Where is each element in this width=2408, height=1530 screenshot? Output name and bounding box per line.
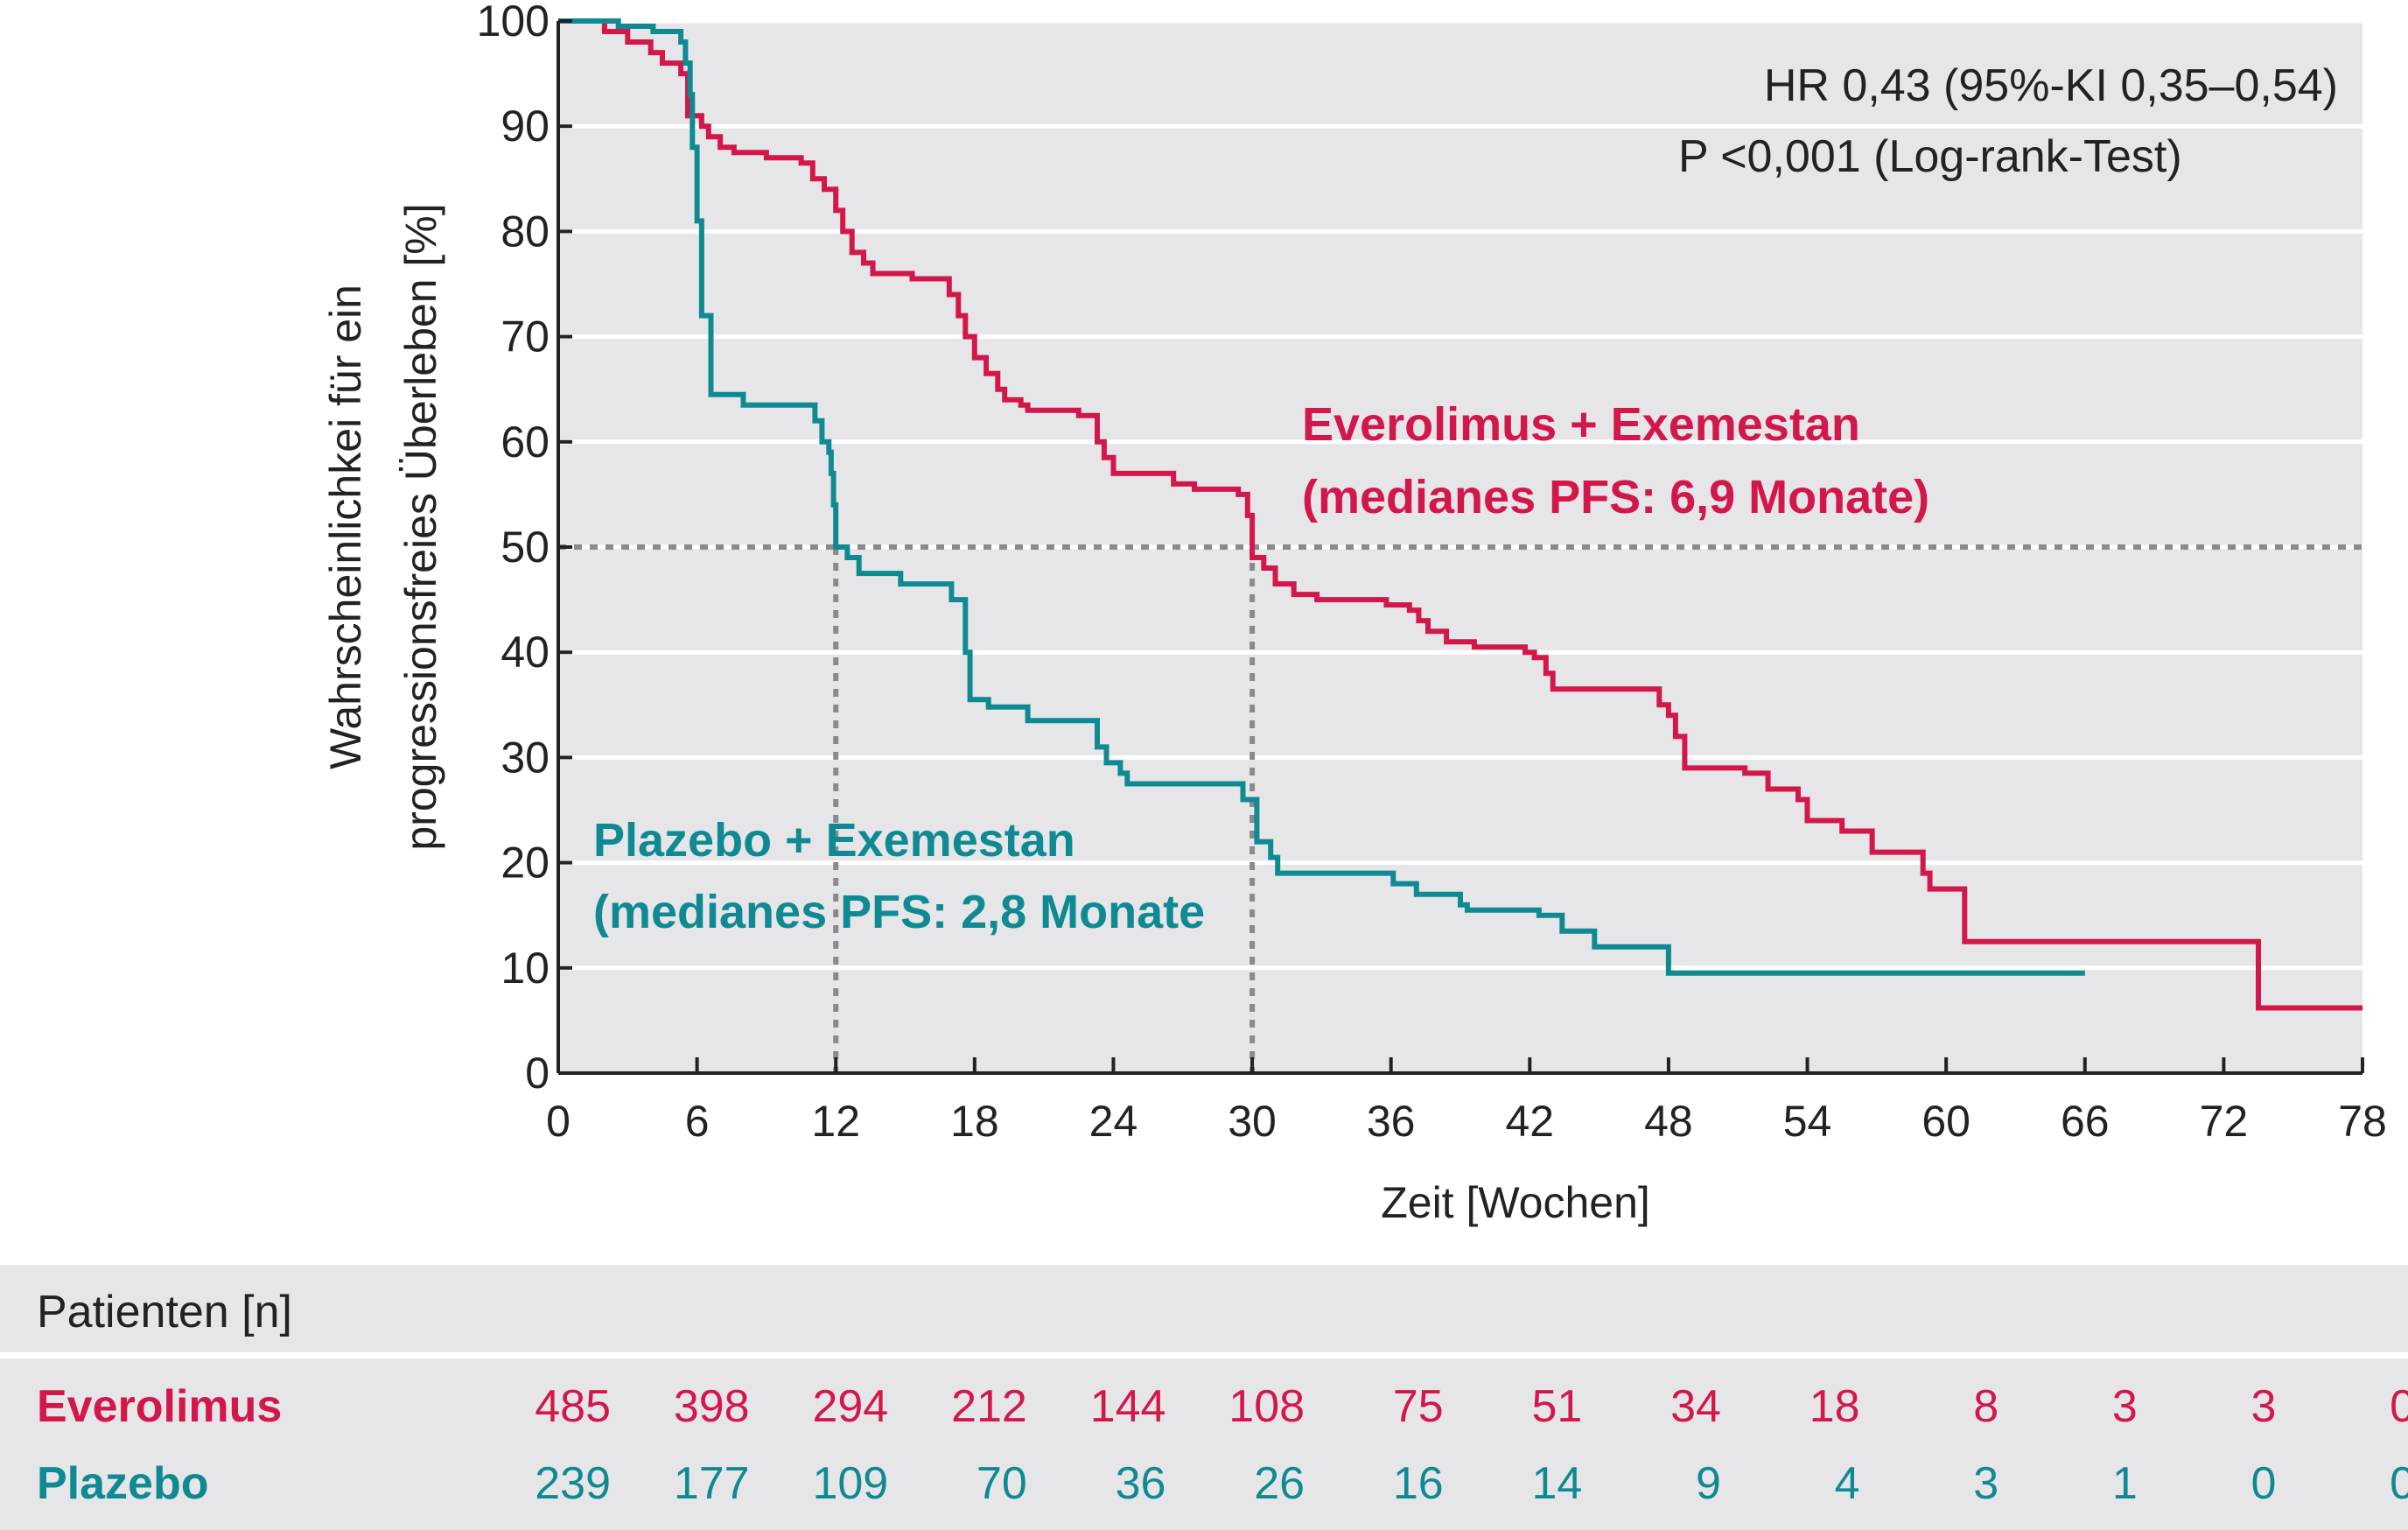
risk-value-placebo-78: 0 xyxy=(2390,1458,2408,1509)
risk-value-everolimus-12: 294 xyxy=(812,1381,888,1432)
risk-value-everolimus-48: 34 xyxy=(1670,1381,1721,1432)
p-value-annotation: P <0,001 (Log-rank-Test) xyxy=(1678,131,2182,182)
risk-value-placebo-60: 3 xyxy=(1973,1458,1998,1509)
y-axis-title-line-1: Wahrscheinlichkei für ein xyxy=(321,284,370,769)
y-tick-label-40: 40 xyxy=(500,628,550,677)
x-tick-label-60: 60 xyxy=(1922,1097,1970,1146)
risk-value-placebo-42: 14 xyxy=(1531,1458,1582,1509)
x-tick-label-78: 78 xyxy=(2338,1097,2387,1146)
everolimus-curve xyxy=(558,18,2362,1011)
x-tick-label-72: 72 xyxy=(2200,1097,2249,1146)
risk-value-placebo-48: 9 xyxy=(1696,1458,1721,1509)
y-tick-label-10: 10 xyxy=(500,944,550,993)
y-tick-label-30: 30 xyxy=(500,733,550,782)
risk-row-label-placebo: Plazebo xyxy=(37,1458,209,1509)
risk-value-placebo-36: 16 xyxy=(1393,1458,1444,1509)
risk-value-placebo-18: 70 xyxy=(976,1458,1027,1509)
risk-value-placebo-66: 1 xyxy=(2112,1458,2138,1509)
x-tick-label-36: 36 xyxy=(1367,1097,1416,1146)
risk-table-header-band xyxy=(0,1265,2408,1352)
x-tick-label-12: 12 xyxy=(811,1097,860,1146)
axis-ticks: 0 6 12 18 24 30 36 42 48 54 60 66 72 78 0 10 20 30 40 50 60 7… xyxy=(477,0,2387,1146)
x-tick-label-0: 0 xyxy=(546,1097,570,1146)
risk-value-everolimus-18: 212 xyxy=(951,1381,1027,1432)
risk-value-placebo-30: 26 xyxy=(1254,1458,1305,1509)
y-tick-label-0: 0 xyxy=(525,1049,550,1098)
everolimus-median-label: (medianes PFS: 6,9 Monate) xyxy=(1302,471,1929,523)
x-tick-label-6: 6 xyxy=(685,1097,710,1146)
y-tick-label-20: 20 xyxy=(500,839,550,888)
y-tick-label-60: 60 xyxy=(500,418,550,467)
risk-value-placebo-54: 4 xyxy=(1835,1458,1860,1509)
placebo-series-label: Plazebo + Exemestan xyxy=(593,814,1075,867)
x-tick-label-48: 48 xyxy=(1644,1097,1693,1146)
median-reference-lines xyxy=(558,544,2362,1073)
y-tick-label-50: 50 xyxy=(500,523,550,572)
risk-value-everolimus-72: 3 xyxy=(2250,1381,2276,1432)
risk-value-everolimus-78: 0 xyxy=(2390,1381,2408,1432)
x-tick-label-30: 30 xyxy=(1228,1097,1277,1146)
risk-row-label-everolimus: Everolimus xyxy=(37,1381,282,1432)
placebo-curve xyxy=(558,18,2085,976)
risk-value-everolimus-24: 144 xyxy=(1090,1381,1166,1432)
everolimus-series-label: Everolimus + Exemestan xyxy=(1302,398,1860,451)
risk-value-everolimus-54: 18 xyxy=(1810,1381,1860,1432)
risk-value-placebo-72: 0 xyxy=(2250,1458,2276,1509)
risk-table-title: Patienten [n] xyxy=(37,1287,292,1337)
x-axis-title: Zeit [Wochen] xyxy=(1381,1178,1650,1227)
risk-table-body-band xyxy=(0,1358,2408,1530)
grid-lines xyxy=(558,18,2362,971)
risk-value-everolimus-6: 398 xyxy=(674,1381,750,1432)
x-tick-label-54: 54 xyxy=(1783,1097,1832,1146)
risk-value-placebo-12: 109 xyxy=(812,1458,888,1509)
survival-curves xyxy=(558,18,2362,1011)
x-tick-label-24: 24 xyxy=(1089,1097,1138,1146)
risk-value-placebo-0: 239 xyxy=(535,1458,611,1509)
y-tick-label-100: 100 xyxy=(477,0,550,46)
risk-value-everolimus-66: 3 xyxy=(2112,1381,2138,1432)
x-tick-label-18: 18 xyxy=(950,1097,999,1146)
y-tick-label-80: 80 xyxy=(500,207,550,256)
y-tick-label-70: 70 xyxy=(500,312,550,361)
x-tick-label-66: 66 xyxy=(2061,1097,2110,1146)
risk-value-everolimus-0: 485 xyxy=(535,1381,611,1432)
risk-value-everolimus-42: 51 xyxy=(1531,1381,1582,1432)
risk-value-everolimus-36: 75 xyxy=(1393,1381,1444,1432)
risk-value-everolimus-30: 108 xyxy=(1228,1381,1305,1432)
y-tick-label-90: 90 xyxy=(500,102,550,151)
y-axis-title-line-2: progressionsfreies Überleben [%] xyxy=(396,203,445,850)
risk-value-placebo-6: 177 xyxy=(674,1458,750,1509)
hazard-ratio-annotation: HR 0,43 (95%-KI 0,35–0,54) xyxy=(1764,60,2338,111)
risk-value-placebo-24: 36 xyxy=(1116,1458,1166,1509)
risk-value-everolimus-60: 8 xyxy=(1973,1381,1998,1432)
x-tick-label-42: 42 xyxy=(1505,1097,1554,1146)
placebo-median-label: (medianes PFS: 2,8 Monate xyxy=(593,886,1205,938)
